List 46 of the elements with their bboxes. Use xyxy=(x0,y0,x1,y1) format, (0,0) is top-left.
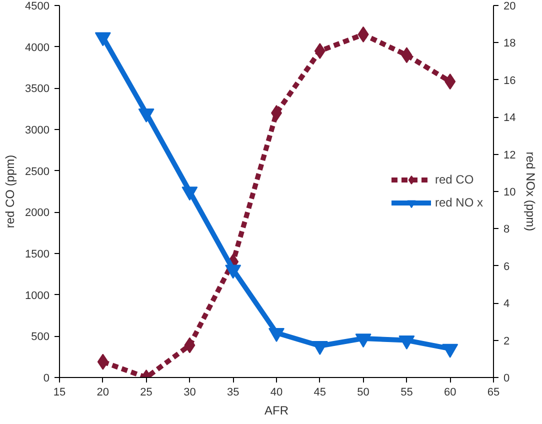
x-tick-label: 20 xyxy=(96,386,110,398)
x-tick-label: 35 xyxy=(226,386,240,398)
x-tick-label: 25 xyxy=(140,386,152,398)
point xyxy=(182,186,198,201)
y2-axis-title: red NOx (ppm) xyxy=(524,152,538,232)
point xyxy=(138,108,154,123)
x-tick-label: 50 xyxy=(357,386,370,398)
y-tick-label: 4000 xyxy=(25,42,50,54)
y-tick-label: 3000 xyxy=(25,124,50,136)
y-tick-label: 500 xyxy=(31,331,50,344)
y-tick-label: 3500 xyxy=(25,83,50,96)
y-axis-title: red CO (ppm) xyxy=(3,154,18,228)
y-tick-label: 0 xyxy=(43,372,50,384)
x-tick-label: 40 xyxy=(270,386,283,398)
x-tick-label: 65 xyxy=(487,386,500,398)
x-tick-label: 45 xyxy=(314,386,326,398)
point xyxy=(268,328,284,342)
point xyxy=(225,264,242,279)
point xyxy=(355,334,372,348)
y2-tick-label: 0 xyxy=(504,372,510,384)
point xyxy=(94,32,111,46)
y-tick-label: 1500 xyxy=(25,248,50,260)
y-tick-label: 4500 xyxy=(25,0,50,12)
x-tick-label: 15 xyxy=(53,386,66,398)
y2-tick-label: 8 xyxy=(504,224,510,236)
legend-label: red NO x xyxy=(434,196,483,210)
y-tick-label: 2500 xyxy=(25,166,50,178)
y-tick-label: 2000 xyxy=(25,207,50,220)
y2-tick-label: 10 xyxy=(504,186,516,198)
y2-tick-label: 2 xyxy=(504,335,510,348)
y2-tick-label: 20 xyxy=(504,0,516,12)
y2-tick-label: 18 xyxy=(504,38,516,50)
y2-tick-label: 6 xyxy=(504,260,510,273)
y-tick-label: 1000 xyxy=(25,290,50,302)
point xyxy=(442,344,458,358)
x-tick-label: 55 xyxy=(400,386,413,398)
x-tick-label: 60 xyxy=(444,386,456,398)
y2-tick-label: 12 xyxy=(504,149,516,162)
y2-tick-label: 4 xyxy=(504,298,510,310)
y2-tick-label: 14 xyxy=(504,112,516,124)
x-tick-label: 30 xyxy=(184,386,196,398)
point xyxy=(398,335,415,350)
x-axis-title: AFR xyxy=(264,404,289,418)
point xyxy=(312,341,328,356)
y2-tick-label: 16 xyxy=(504,74,516,87)
legend-label: red CO xyxy=(434,172,474,186)
